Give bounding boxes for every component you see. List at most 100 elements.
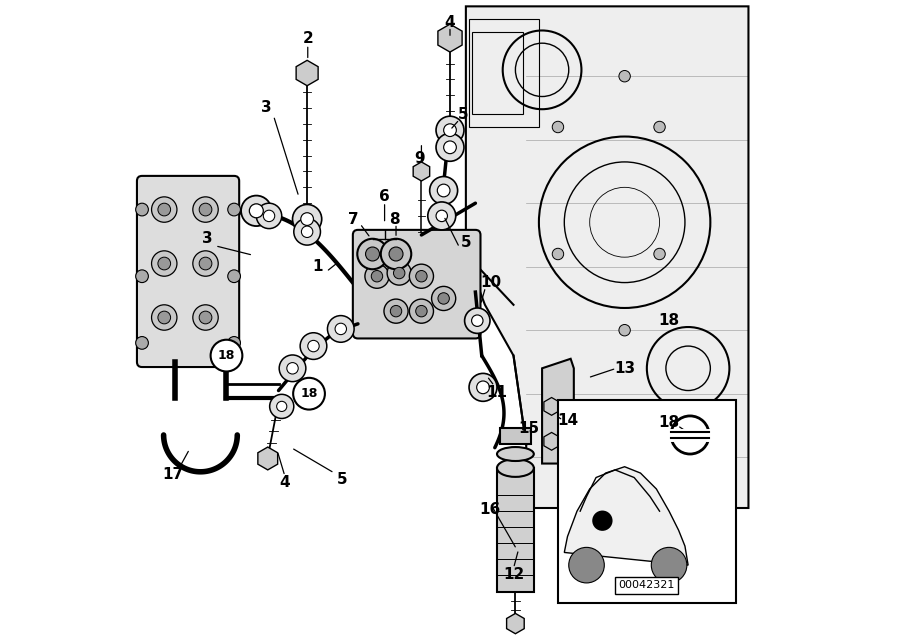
Circle shape: [151, 251, 177, 276]
Circle shape: [438, 293, 449, 304]
Circle shape: [151, 197, 177, 222]
Text: 11: 11: [487, 385, 508, 400]
Circle shape: [416, 271, 428, 282]
Circle shape: [228, 203, 240, 216]
Ellipse shape: [497, 447, 534, 461]
Circle shape: [193, 251, 218, 276]
Circle shape: [302, 226, 313, 237]
Text: 12: 12: [503, 567, 524, 582]
Text: 7: 7: [348, 211, 359, 227]
Circle shape: [151, 305, 177, 330]
Circle shape: [292, 204, 321, 234]
Circle shape: [432, 286, 455, 311]
Text: 00042321: 00042321: [618, 580, 675, 591]
Circle shape: [592, 511, 613, 531]
Text: 9: 9: [414, 151, 425, 166]
Circle shape: [416, 305, 428, 317]
Text: 4: 4: [445, 15, 455, 30]
Text: 6: 6: [379, 189, 390, 204]
Circle shape: [428, 202, 455, 230]
Circle shape: [193, 197, 218, 222]
Circle shape: [158, 203, 171, 216]
Polygon shape: [258, 447, 278, 470]
Circle shape: [193, 305, 218, 330]
Circle shape: [211, 340, 242, 371]
Circle shape: [436, 116, 464, 144]
Circle shape: [391, 305, 401, 317]
Circle shape: [387, 261, 411, 285]
Circle shape: [256, 203, 282, 229]
Circle shape: [389, 247, 403, 261]
Circle shape: [619, 70, 630, 82]
Circle shape: [653, 121, 665, 133]
Circle shape: [436, 133, 464, 161]
Circle shape: [279, 355, 306, 382]
Polygon shape: [413, 162, 429, 181]
Bar: [497, 468, 534, 592]
Polygon shape: [438, 24, 462, 52]
Circle shape: [410, 299, 434, 323]
Polygon shape: [544, 432, 559, 450]
Text: 18: 18: [301, 387, 318, 400]
Circle shape: [328, 316, 354, 342]
Text: 5: 5: [457, 107, 468, 122]
Text: 1: 1: [312, 259, 323, 274]
Polygon shape: [507, 613, 524, 634]
Circle shape: [436, 210, 447, 222]
Circle shape: [444, 124, 456, 137]
Ellipse shape: [497, 459, 534, 477]
Circle shape: [199, 203, 212, 216]
Polygon shape: [296, 60, 318, 86]
Bar: [469, 19, 539, 127]
Polygon shape: [544, 398, 559, 415]
Circle shape: [381, 239, 411, 269]
Circle shape: [553, 248, 563, 260]
FancyBboxPatch shape: [353, 230, 481, 338]
Circle shape: [264, 210, 274, 222]
Circle shape: [335, 323, 346, 335]
Text: 4: 4: [280, 475, 290, 490]
Circle shape: [136, 270, 149, 283]
Circle shape: [652, 547, 687, 583]
Circle shape: [569, 547, 604, 583]
Polygon shape: [466, 6, 749, 508]
Text: 5: 5: [461, 235, 472, 250]
Circle shape: [553, 121, 563, 133]
Circle shape: [472, 315, 483, 326]
Circle shape: [357, 239, 388, 269]
Circle shape: [276, 401, 287, 411]
Text: 5: 5: [337, 472, 347, 487]
Circle shape: [559, 375, 570, 387]
Circle shape: [308, 340, 320, 352]
Bar: [558, 400, 736, 603]
Text: 18: 18: [218, 349, 235, 362]
Circle shape: [293, 218, 320, 245]
Text: 14: 14: [557, 413, 578, 428]
Circle shape: [477, 381, 490, 394]
Circle shape: [444, 141, 456, 154]
Polygon shape: [564, 467, 688, 565]
Text: 2: 2: [302, 30, 313, 46]
Circle shape: [241, 196, 272, 226]
Circle shape: [365, 247, 380, 261]
Circle shape: [469, 373, 497, 401]
Circle shape: [686, 439, 697, 450]
Circle shape: [136, 337, 149, 349]
Circle shape: [249, 204, 264, 218]
Circle shape: [464, 308, 490, 333]
Circle shape: [158, 311, 171, 324]
Text: 3: 3: [202, 231, 212, 246]
Circle shape: [301, 213, 313, 225]
Text: 10: 10: [481, 275, 502, 290]
Text: 18: 18: [658, 313, 679, 328]
Circle shape: [619, 324, 630, 336]
Text: 17: 17: [162, 467, 183, 483]
Circle shape: [437, 184, 450, 197]
Circle shape: [228, 270, 240, 283]
Circle shape: [136, 203, 149, 216]
Text: 18: 18: [658, 415, 679, 430]
Bar: [500, 428, 531, 444]
Circle shape: [364, 264, 389, 288]
Text: 15: 15: [518, 421, 540, 436]
Text: 3: 3: [260, 100, 271, 116]
